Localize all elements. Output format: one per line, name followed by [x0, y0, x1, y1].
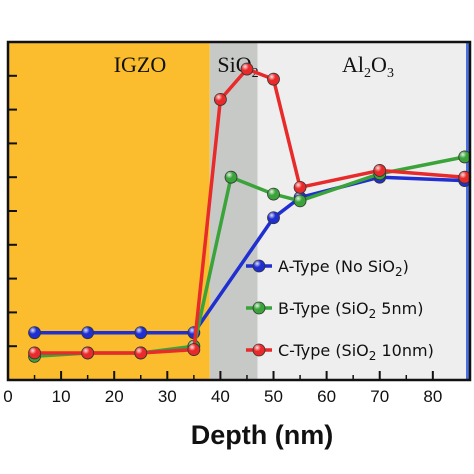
legend-label-subscript: 2: [395, 265, 403, 279]
x-tick-label: 40: [211, 387, 230, 406]
x-tick-label: 10: [52, 387, 71, 406]
data-point-highlight: [267, 211, 280, 224]
data-point-highlight: [134, 346, 147, 359]
legend-label: B-Type (SiO2 5nm): [278, 299, 423, 321]
region-label-al: Al2O3: [342, 52, 394, 81]
region-label-base: Al: [342, 52, 364, 77]
data-point-highlight: [225, 171, 238, 184]
legend-entry: C-Type (SiO2 10nm): [246, 341, 434, 363]
data-point-highlight: [81, 346, 94, 359]
data-point-highlight: [28, 326, 41, 339]
region-band-sio: [209, 42, 258, 380]
data-point-highlight: [240, 63, 253, 76]
data-point-highlight: [294, 194, 307, 207]
region-label-subscript: 3: [387, 66, 394, 81]
legend-label: C-Type (SiO2 10nm): [278, 341, 434, 363]
data-point-highlight: [267, 73, 280, 86]
legend-entry: A-Type (No SiO2): [246, 257, 409, 279]
legend-label: A-Type (No SiO2): [278, 257, 409, 279]
x-tick-label: 20: [105, 387, 124, 406]
legend-label-text: A-Type (No SiO: [278, 257, 395, 276]
x-tick-label: 0: [3, 387, 12, 406]
data-point-highlight: [267, 188, 280, 201]
legend-entry: B-Type (SiO2 5nm): [246, 299, 423, 321]
data-point-highlight: [28, 346, 41, 359]
series-c-type: [28, 62, 472, 360]
legend-label-text: B-Type (SiO: [278, 299, 369, 318]
data-point-highlight: [134, 326, 147, 339]
legend-marker-highlight: [253, 344, 265, 356]
region-label-igzo: IGZO: [114, 52, 167, 77]
x-tick-label: 70: [370, 387, 389, 406]
region-label-subscript: 2: [364, 66, 371, 81]
legend-label-text: 5nm): [376, 299, 423, 318]
series-group: [28, 62, 472, 363]
data-point-highlight: [294, 181, 307, 194]
x-axis-title: Depth (nm): [191, 420, 333, 450]
data-point-highlight: [214, 93, 227, 106]
data-point-highlight: [187, 343, 200, 356]
region-band-al: [257, 42, 470, 380]
legend-label-subscript: 2: [369, 307, 377, 321]
region-label-base: IGZO: [114, 52, 167, 77]
data-point-highlight: [81, 326, 94, 339]
legend-label-text: C-Type (SiO: [278, 341, 369, 360]
legend: A-Type (No SiO2)B-Type (SiO2 5nm)C-Type …: [246, 257, 434, 363]
data-point-highlight: [373, 164, 386, 177]
legend-marker-highlight: [253, 302, 265, 314]
legend-label-text: ): [403, 257, 409, 276]
data-point-highlight: [458, 150, 471, 163]
legend-label-subscript: 2: [369, 349, 377, 363]
region-band-igzo: [8, 42, 210, 380]
right-edge-band: [466, 42, 470, 380]
legend-marker-highlight: [253, 260, 265, 272]
x-tick-label: 60: [317, 387, 336, 406]
axis-ticks: 0 10 20 30 40 50 60 70 80: [3, 74, 442, 406]
layer-regions: [8, 42, 470, 380]
series-line: [34, 67, 465, 355]
x-tick-label: 50: [264, 387, 283, 406]
x-tick-label: 30: [158, 387, 177, 406]
layer-region-labels: IGZO SiO2 Al2O3: [114, 52, 394, 81]
region-label-mid: O: [371, 52, 387, 77]
x-tick-label: 80: [423, 387, 442, 406]
series-line: [34, 175, 465, 335]
data-point-highlight: [458, 171, 471, 184]
legend-label-text: 10nm): [376, 341, 433, 360]
